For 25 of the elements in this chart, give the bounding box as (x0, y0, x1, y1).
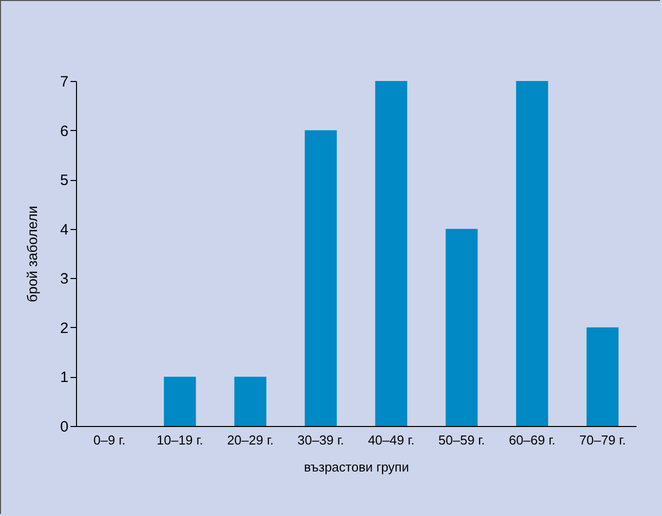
y-tick-label: 0 (60, 418, 68, 436)
bar (164, 376, 196, 426)
x-tick-label: 10–19 г. (156, 432, 204, 448)
y-tick-label: 6 (60, 122, 68, 140)
x-tick-label: 70–79 г. (579, 432, 626, 448)
x-tick-label: 30–39 г. (298, 432, 344, 448)
y-tick-label: 1 (60, 369, 68, 386)
bar (446, 228, 478, 426)
bar (375, 81, 408, 426)
x-tick-label: 20–29 г. (227, 432, 274, 448)
bar (304, 130, 337, 426)
y-axis-title: брой заболели (24, 206, 40, 302)
y-tick-label: 3 (60, 270, 68, 288)
x-axis-title: възрастови групи (304, 460, 409, 474)
bar (234, 376, 266, 426)
x-tick-label: 60–69 г. (508, 432, 556, 448)
x-tick-label: 50–59 г. (438, 432, 485, 448)
x-tick-label: 40–49 г. (368, 432, 414, 448)
y-tick-label: 5 (60, 172, 68, 190)
bar (586, 327, 619, 426)
y-tick-label: 4 (60, 221, 68, 238)
bar (516, 81, 548, 426)
y-tick-label: 2 (60, 320, 68, 337)
x-tick-label: 0–9 г. (93, 432, 126, 448)
y-tick-label: 7 (60, 74, 68, 90)
